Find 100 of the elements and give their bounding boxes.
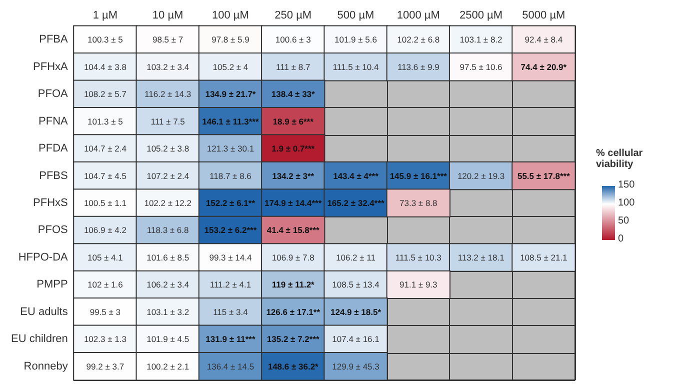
data-label: 107.4 ± 16.1	[332, 334, 380, 344]
data-label: 103.2 ± 3.4	[146, 62, 190, 72]
data-label: 119 ± 11.2*	[272, 280, 316, 290]
data-label: 116.2 ± 14.3	[144, 89, 192, 100]
data-label: 121.3 ± 30.1	[206, 144, 254, 154]
data-label: 99.5 ± 3	[90, 306, 121, 317]
data-label: 100.6 ± 3	[275, 34, 312, 45]
data-label: 99.2 ± 3.7	[86, 361, 124, 372]
data-label: 102 ± 1.6	[87, 280, 124, 290]
y-tick-label: EU adults	[20, 306, 68, 318]
data-label: 136.4 ± 14.5	[206, 361, 254, 372]
x-tick-label: 10 µM	[152, 10, 184, 22]
data-label: 124.9 ± 18.5*	[330, 306, 382, 317]
data-label: 145.9 ± 16.1***	[390, 170, 448, 181]
data-label: 106.2 ± 3.4	[146, 280, 190, 290]
data-label: 106.2 ± 11	[336, 252, 376, 262]
data-label: 143.4 ± 4***	[333, 170, 380, 181]
data-label: 148.6 ± 36.2*	[268, 361, 320, 372]
data-label: 113.2 ± 18.1	[458, 252, 505, 262]
y-tick-label: PFDA	[38, 142, 69, 155]
data-label: 105.2 ± 3.8	[146, 144, 190, 154]
data-label: 108.2 ± 5.7	[84, 89, 127, 100]
data-label: 1.9 ± 0.7***	[272, 144, 316, 154]
data-label: 100.3 ± 5	[87, 34, 124, 45]
data-label: 100.2 ± 2.1	[146, 361, 190, 372]
data-label: 74.4 ± 20.9*	[520, 62, 568, 72]
data-label: 105 ± 4.1	[87, 252, 124, 262]
color-bar-label: 0	[618, 234, 624, 244]
data-label: 97.5 ± 10.6	[460, 62, 503, 72]
data-label: 111.2 ± 4.1	[210, 280, 252, 290]
data-label: 111.5 ± 10.3	[395, 252, 442, 262]
data-label: 153.2 ± 6.2***	[204, 225, 258, 236]
data-label: 91.1 ± 9.3	[400, 280, 438, 290]
data-label: 108.5 ± 13.4	[332, 280, 380, 290]
data-label: 138.4 ± 33*	[271, 89, 316, 100]
data-label: 126.6 ± 17.1**	[266, 306, 321, 317]
data-label: 115 ± 3.4	[213, 306, 248, 317]
data-label: 41.4 ± 15.8***	[266, 225, 320, 236]
data-label: 101.9 ± 5.6	[334, 34, 378, 45]
y-tick-label: PFBS	[39, 170, 68, 182]
data-label: 102.2 ± 12.2	[144, 198, 192, 208]
data-label: 101.9 ± 4.5	[146, 334, 190, 344]
data-label: 103.1 ± 3.2	[146, 306, 190, 317]
data-label: 98.5 ± 7	[152, 34, 184, 45]
data-label: 152.2 ± 6.1**	[206, 198, 256, 208]
y-tick-label: PFHxA	[33, 60, 69, 73]
color-bar-label: 100	[618, 198, 636, 208]
x-tick-label: 2500 µM	[460, 10, 503, 22]
data-label: 104.4 ± 3.8	[84, 62, 127, 72]
y-tick-label: PFOS	[38, 224, 68, 236]
data-label: 113.6 ± 9.9	[397, 62, 440, 72]
y-tick-label: PFBA	[39, 34, 69, 46]
data-label: 134.9 ± 21.7*	[205, 89, 256, 100]
data-label: 97.8 ± 5.9	[212, 34, 250, 45]
data-label: 118.7 ± 8.6	[210, 170, 252, 181]
data-label: 104.7 ± 4.5	[84, 170, 127, 181]
data-label: 18.9 ± 6***	[272, 116, 314, 126]
data-label: 106.9 ± 7.8	[272, 252, 315, 262]
x-tick-label: 250 µM	[274, 10, 312, 22]
x-tick-label: 500 µM	[337, 10, 374, 22]
data-label: 104.7 ± 2.4	[84, 144, 127, 154]
data-label: 108.5 ± 21.1	[520, 252, 568, 262]
data-label: 55.5 ± 17.8***	[517, 170, 571, 181]
data-label: 146.1 ± 11.3***	[202, 116, 260, 126]
color-bar-title: % cellular viability	[596, 148, 646, 170]
color-bar-label: 50	[618, 216, 630, 226]
data-label: 165.2 ± 32.4***	[327, 198, 385, 208]
data-label: 131.9 ± 11***	[206, 334, 256, 344]
x-tick-label: 1 µM	[92, 10, 118, 22]
data-label: 120.2 ± 19.3	[457, 170, 505, 181]
data-label: 103.1 ± 8.2	[460, 34, 503, 45]
data-label: 100.5 ± 1.1	[84, 198, 127, 208]
data-label: 92.4 ± 8.4	[524, 34, 563, 45]
data-label: 101.6 ± 8.5	[146, 252, 190, 262]
data-label: 107.2 ± 2.4	[146, 170, 190, 181]
y-tick-label: PFHxS	[33, 197, 68, 209]
y-tick-label: PFOA	[38, 88, 69, 100]
data-label: 135.2 ± 7.2***	[266, 334, 320, 344]
data-label: 111 ± 7.5	[150, 116, 186, 126]
y-tick-label: HFPO-DA	[18, 251, 69, 264]
data-label: 73.3 ± 8.8	[400, 198, 438, 208]
data-label: 102.2 ± 6.8	[397, 34, 440, 45]
y-tick-label: PFNA	[38, 115, 69, 128]
data-label: 174.9 ± 14.4***	[264, 198, 322, 208]
data-label: 134.2 ± 3**	[272, 170, 315, 181]
data-label: 105.2 ± 4	[212, 62, 248, 72]
data-label: 129.9 ± 45.3	[332, 361, 380, 372]
data-label: 118.3 ± 6.8	[146, 225, 190, 236]
data-label: 99.3 ± 14.4	[209, 252, 252, 262]
data-label: 106.9 ± 4.2	[84, 225, 127, 236]
x-tick-label: 100 µM	[212, 10, 249, 22]
y-tick-label: EU children	[11, 333, 68, 346]
data-label: 102.3 ± 1.3	[84, 334, 127, 344]
x-tick-label: 1000 µM	[396, 10, 440, 22]
y-tick-label: PMPP	[36, 278, 68, 291]
x-tick-label: 5000 µM	[522, 10, 566, 22]
data-label: 101.3 ± 5	[87, 116, 124, 126]
data-label: 111 ± 8.7	[276, 62, 310, 72]
data-label: 111.5 ± 10.4	[332, 62, 379, 72]
y-tick-label: Ronneby	[24, 360, 68, 372]
